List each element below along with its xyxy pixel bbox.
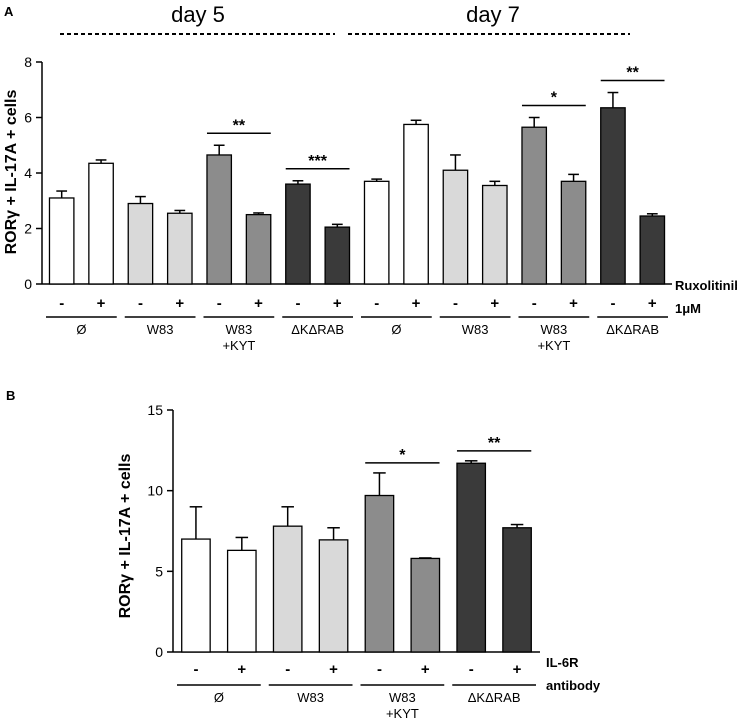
x-tick-label: +: [421, 661, 430, 678]
x-tick-label: -: [138, 295, 143, 312]
x-tick-label: +: [329, 661, 338, 678]
x-tick-label: -: [377, 661, 382, 678]
group-label: W83: [389, 690, 416, 705]
bar: [456, 462, 487, 653]
x-tick-label: -: [193, 661, 198, 678]
day5-title: day 5: [171, 2, 225, 27]
group-label: ΔKΔRAB: [291, 322, 344, 337]
x-tick-label: +: [97, 295, 106, 312]
x-tick-label: +: [569, 295, 578, 312]
x-tick-label: -: [469, 661, 474, 678]
group-label: W83: [541, 322, 568, 337]
bar: [324, 226, 351, 285]
significance-label: **: [488, 435, 501, 452]
bar: [481, 184, 508, 285]
bar: [166, 212, 193, 285]
group-sublabel: +KYT: [537, 338, 570, 353]
bar: [600, 107, 626, 285]
group-label: Ø: [76, 322, 86, 337]
panel-a-label: A: [4, 4, 14, 19]
panel-a-condition-label: Ruxolitinib: [675, 278, 737, 293]
x-tick-label: -: [295, 295, 300, 312]
x-tick-label: +: [490, 295, 499, 312]
x-tick-label: -: [59, 295, 64, 312]
x-tick-label: +: [333, 295, 342, 312]
significance-label: **: [626, 65, 639, 82]
bar: [403, 123, 429, 285]
panel-a-condition-unit: 1μM: [675, 301, 701, 316]
y-tick-label: 4: [24, 165, 32, 181]
x-tick-label: +: [237, 661, 246, 678]
bar: [48, 197, 75, 285]
bar: [272, 525, 303, 653]
x-tick-label: -: [217, 295, 222, 312]
bar: [364, 494, 395, 653]
day7-title: day 7: [466, 2, 520, 27]
group-label: W83: [147, 322, 174, 337]
x-tick-label: +: [513, 661, 522, 678]
group-label: W83: [226, 322, 253, 337]
group-label: ΔKΔRAB: [606, 322, 659, 337]
x-tick-label: +: [648, 295, 657, 312]
bar: [127, 202, 154, 285]
group-sublabel: +KYT: [222, 338, 255, 353]
bar: [502, 527, 532, 653]
y-tick-label: 10: [147, 483, 163, 499]
group-label: W83: [462, 322, 489, 337]
bar: [226, 549, 257, 653]
x-tick-label: -: [610, 295, 615, 312]
bar: [318, 539, 349, 653]
significance-label: *: [551, 90, 558, 107]
group-sublabel: +KYT: [386, 706, 419, 721]
bar: [560, 180, 587, 285]
y-tick-label: 0: [155, 644, 163, 660]
bar: [206, 154, 233, 285]
x-tick-label: -: [532, 295, 537, 312]
y-tick-label: 15: [147, 402, 163, 418]
bar: [410, 557, 441, 653]
y-tick-label: 6: [24, 110, 32, 126]
panel-b-condition-label: IL-6R: [546, 655, 579, 670]
group-label: Ø: [391, 322, 401, 337]
y-tick-label: 0: [24, 276, 32, 292]
significance-label: **: [233, 117, 246, 134]
group-label: Ø: [214, 690, 224, 705]
bar: [181, 538, 211, 653]
bar: [521, 126, 548, 285]
panel-b-condition-unit: antibody: [546, 678, 601, 693]
x-tick-label: +: [412, 295, 421, 312]
y-tick-label: 2: [24, 221, 32, 237]
x-tick-label: -: [285, 661, 290, 678]
x-tick-label: -: [374, 295, 379, 312]
x-tick-label: +: [254, 295, 263, 312]
panel-b-label: B: [6, 388, 15, 403]
group-label: ΔKΔRAB: [468, 690, 521, 705]
significance-label: ***: [308, 153, 327, 170]
significance-label: *: [399, 447, 406, 464]
panel-b-y-axis-label: RORγ + IL-17A + cells: [117, 453, 134, 618]
bar: [639, 215, 666, 285]
group-label: W83: [297, 690, 324, 705]
y-tick-label: 5: [155, 563, 163, 579]
panel-a-y-axis-label: RORγ + IL-17A + cells: [3, 89, 20, 254]
x-tick-label: +: [175, 295, 184, 312]
bar: [88, 162, 114, 285]
bar: [442, 169, 469, 285]
x-tick-label: -: [453, 295, 458, 312]
y-tick-label: 8: [24, 54, 32, 70]
bar: [245, 213, 272, 285]
bar: [363, 180, 390, 285]
bar: [285, 183, 311, 285]
